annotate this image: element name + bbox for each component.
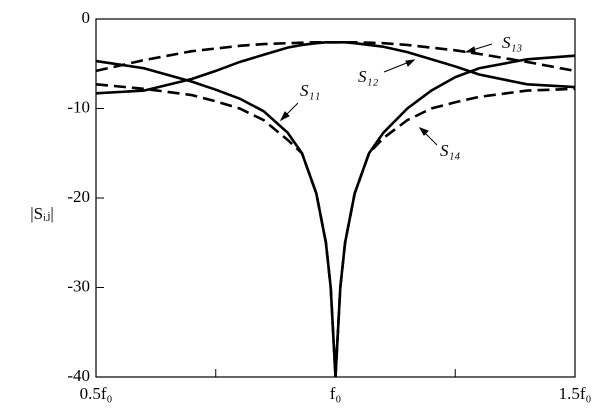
x-tick-label: 0.5f₀ xyxy=(80,384,113,403)
y-tick-label: -20 xyxy=(67,187,90,206)
annotation-arrows xyxy=(279,43,493,146)
x-tick-label: 1.5f₀ xyxy=(559,384,592,403)
y-tick-label: -40 xyxy=(67,366,90,385)
series-line xyxy=(95,83,576,378)
y-tick-label: 0 xyxy=(82,8,91,27)
series-line xyxy=(95,54,576,378)
y-axis-label: |Sᵢⱼ| xyxy=(30,204,54,223)
y-tick-label: -30 xyxy=(67,276,90,295)
series-label: S₁₁ xyxy=(300,81,320,100)
series-label: S₁₄ xyxy=(440,141,460,160)
plot-frame xyxy=(95,18,576,378)
series-label: S₁₂ xyxy=(358,67,378,86)
series-line xyxy=(95,40,576,73)
x-tick-label: f₀ xyxy=(330,384,342,403)
series-label: S₁₃ xyxy=(502,33,522,52)
y-tick-label: -10 xyxy=(67,97,90,116)
